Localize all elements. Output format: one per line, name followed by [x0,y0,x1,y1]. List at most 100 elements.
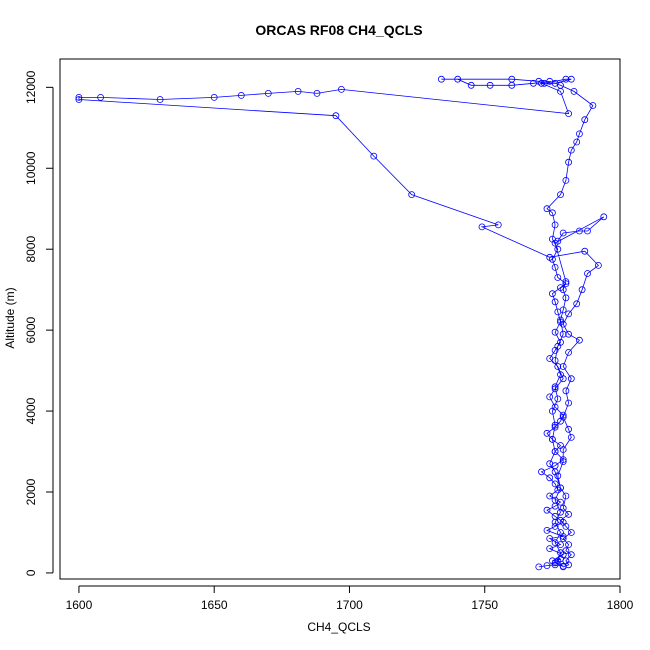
data-point [559,286,567,294]
y-tick-label: 6000 [24,316,38,343]
data-point [576,336,583,344]
data-point [546,474,554,482]
data-point [467,81,475,89]
data-point [567,146,575,154]
data-point [540,79,548,87]
data-point [565,510,572,518]
data-point [494,221,502,229]
data-point [562,280,570,288]
data-point [370,152,378,160]
data-point [554,363,562,370]
data-point [546,393,554,401]
data-point [557,549,564,557]
data-point [543,527,551,534]
data-point [559,411,567,419]
data-point [559,563,567,571]
data-point [551,328,559,336]
x-tick-label: 1600 [66,598,93,612]
data-point [156,96,164,103]
data-point [538,468,545,476]
data-point [75,96,83,103]
data-point [562,176,570,184]
y-tick-label: 2000 [24,478,38,505]
data-point [565,310,572,318]
data-point [437,75,445,83]
data-point [546,535,554,542]
data-point [562,294,570,302]
x-tick-label: 1700 [336,598,363,612]
data-point [559,446,567,453]
data-point [554,395,562,403]
data-point [551,221,559,229]
data-point [557,371,564,379]
data-point [551,263,559,271]
data-point [551,357,559,364]
chart-title: ORCAS RF08 CH4_QCLS [255,22,422,38]
data-point [557,316,564,324]
data-point [551,385,559,393]
data-point [486,81,494,89]
data-point [543,562,551,569]
data-point [546,545,554,552]
data-point [565,330,572,338]
x-axis-label: CH4_QCLS [307,620,370,634]
data-point [567,433,575,441]
data-point [570,88,578,95]
data-point [551,523,559,530]
data-point [562,75,570,83]
data-point [581,247,589,255]
data-point [578,286,586,294]
data-point [557,191,564,199]
data-point [75,94,83,101]
data-point [551,383,559,391]
data-point [237,92,245,99]
data-point [573,138,581,146]
y-axis-label: Altitude (m) [3,287,17,348]
series-layer [75,75,608,571]
data-point [332,112,340,120]
data-point [557,484,564,492]
data-point [567,551,575,559]
data-point [554,274,562,281]
x-tick-label: 1650 [201,598,228,612]
data-point [567,75,575,83]
data-point [337,86,345,93]
data-point [557,529,564,536]
data-point [562,492,570,500]
y-tick-label: 0 [24,569,38,576]
data-point [543,429,551,437]
data-point [595,261,602,269]
data-point [559,458,567,466]
data-point [554,237,562,245]
data-point [600,213,608,221]
data-point [565,158,572,166]
data-point [573,300,581,308]
data-point [584,227,591,235]
data-point [551,448,559,455]
data-point [565,425,572,433]
data-point [549,290,556,298]
data-point [559,363,567,370]
data-point [559,413,567,421]
y-axis: 0 2000 4000 6000 8000 10000 12000 [24,70,54,576]
data-point [576,130,583,138]
data-point [543,506,551,514]
data-point [557,88,564,95]
data-point [546,492,554,500]
data-point [567,529,575,536]
data-point [454,75,462,83]
data-point [97,94,104,101]
y-tick-label: 8000 [24,236,38,263]
data-point [313,90,321,97]
data-point [554,245,562,253]
data-point [549,557,556,565]
data-point [562,523,570,530]
data-point [565,399,572,407]
data-point [557,508,564,516]
data-point [549,435,556,443]
data-point [554,557,562,565]
data-point [554,342,562,350]
data-point [551,539,559,546]
